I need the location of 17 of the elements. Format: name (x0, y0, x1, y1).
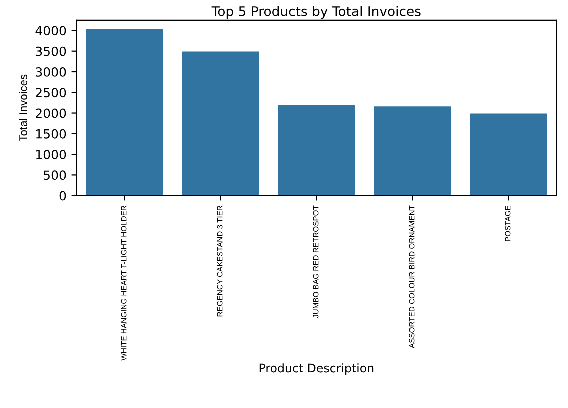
y-tick-label: 500 (44, 170, 66, 180)
y-tick-label: 0 (60, 191, 66, 201)
bar (86, 29, 164, 196)
y-tick-label: 1000 (36, 150, 66, 160)
bar (374, 106, 452, 196)
y-tick-label: 3500 (36, 46, 66, 56)
x-axis-title: Product Description (260, 364, 374, 375)
y-tick-label: 3000 (36, 67, 66, 77)
bar (470, 114, 548, 196)
y-tick-label: 4000 (36, 26, 66, 36)
y-axis-title: Total Invoices (19, 74, 28, 142)
y-tick-label: 2000 (36, 108, 66, 118)
chart-title: Top 5 Products by Total Invoices (212, 6, 421, 19)
y-tick-label: 2500 (36, 88, 66, 98)
bar (182, 52, 260, 196)
bar (278, 105, 356, 196)
y-tick-label: 1500 (36, 129, 66, 139)
